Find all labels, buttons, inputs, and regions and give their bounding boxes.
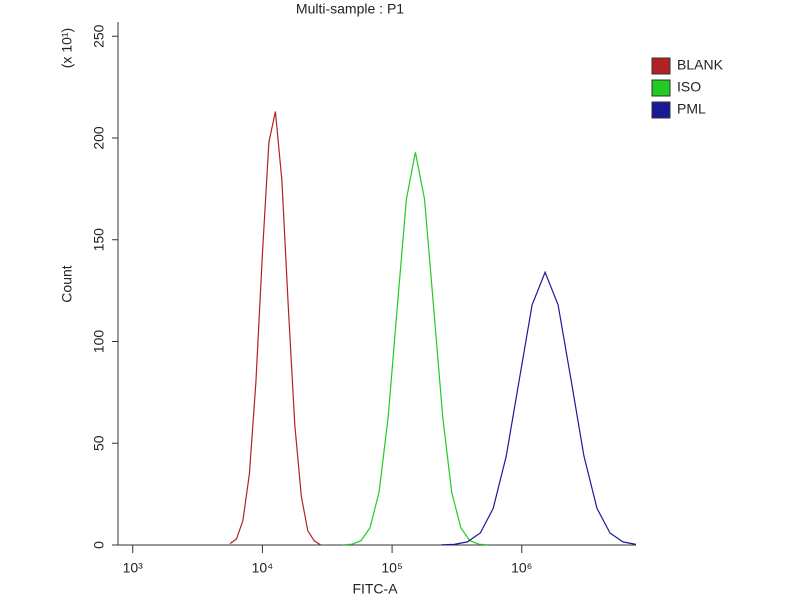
y-tick-label: 150 [91, 228, 107, 252]
chart-title: Multi-sample : P1 [296, 1, 404, 17]
legend-label: PML [677, 101, 706, 117]
x-tick-label: 10⁵ [381, 560, 402, 576]
y-tick-label: 100 [91, 330, 107, 354]
legend-label: ISO [677, 79, 701, 95]
legend-label: BLANK [677, 57, 724, 73]
y-tick-label: 0 [91, 541, 107, 549]
x-axis-label: FITC-A [352, 581, 398, 597]
x-tick-label: 10⁴ [252, 560, 274, 576]
y-axis-label: Count [59, 265, 75, 302]
legend-swatch [651, 79, 671, 97]
x-tick-label: 10⁶ [511, 560, 532, 576]
y-multiplier: (x 10¹) [59, 28, 75, 68]
y-tick-label: 50 [91, 435, 107, 451]
x-tick-label: 10³ [123, 560, 144, 576]
histogram-line [441, 270, 637, 546]
legend-swatch [651, 57, 671, 75]
y-tick-label: 200 [91, 126, 107, 150]
y-tick-label: 250 [91, 24, 107, 48]
legend-swatch [651, 101, 671, 119]
histogram-line [342, 152, 489, 546]
histogram-line [229, 111, 322, 546]
